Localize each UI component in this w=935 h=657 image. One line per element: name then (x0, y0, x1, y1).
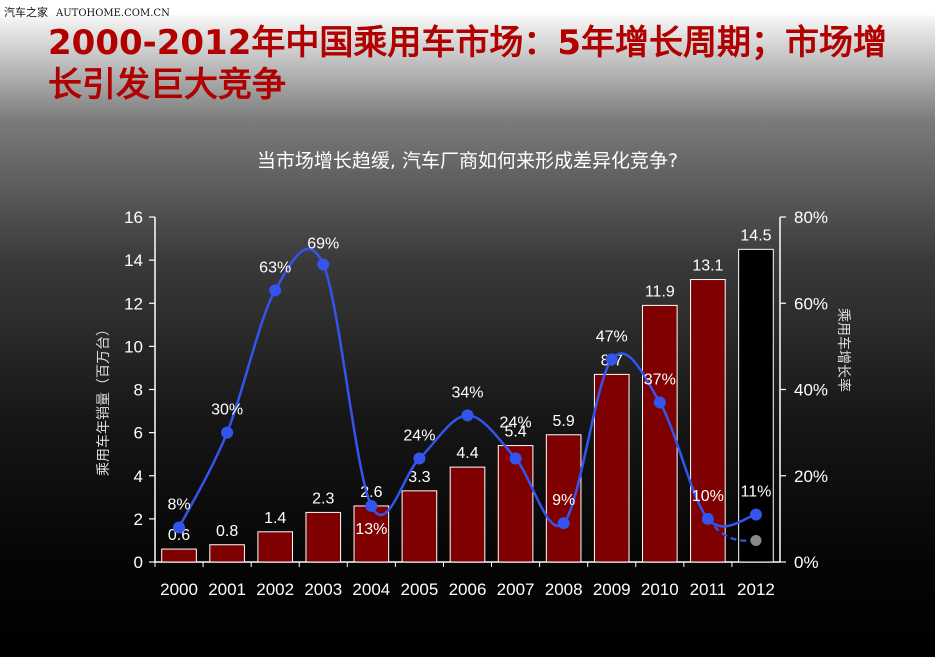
y-tick-label: 6 (134, 424, 143, 443)
growth-point (653, 396, 666, 409)
bar (305, 511, 342, 563)
x-tick-label: 2002 (256, 580, 294, 599)
growth-point (269, 284, 282, 297)
y-tick-label: 2 (134, 510, 143, 529)
watermark: 汽车之家 AUTOHOME.COM.CN (4, 4, 170, 20)
growth-value-label: 8% (167, 497, 190, 514)
x-tick-label: 2010 (641, 580, 679, 599)
growth-forecast-point (750, 534, 762, 546)
y-axis-title: 乘用车年销量（百万台） (96, 322, 112, 476)
growth-point (221, 426, 234, 439)
growth-value-label: 10% (692, 488, 724, 505)
bar (161, 548, 197, 563)
bar-value-label: 0.8 (216, 523, 238, 540)
x-tick-label: 2009 (593, 580, 631, 599)
x-tick-label: 2012 (737, 580, 775, 599)
growth-value-label: 11% (741, 484, 772, 501)
watermark-site: AUTOHOME.COM.CN (56, 8, 170, 19)
y-tick-label: 8 (134, 381, 143, 400)
y-tick-label: 0 (134, 553, 143, 572)
y-tick-label: 12 (124, 294, 143, 313)
bar-value-label: 14.5 (740, 227, 771, 244)
x-tick-label: 2000 (160, 580, 198, 599)
growth-point (173, 521, 186, 534)
growth-value-label: 24% (403, 428, 435, 445)
x-tick-label: 2008 (545, 580, 583, 599)
y-tick-label: 4 (134, 467, 143, 486)
bar-value-label: 13.1 (692, 258, 723, 275)
y-tick-label: 16 (124, 208, 143, 227)
page-title: 2000-2012年中国乘用车市场：5年增长周期；市场增长引发巨大竞争 (48, 23, 888, 105)
bar-value-label: 1.4 (264, 510, 286, 527)
bar-value-label: 11.9 (645, 283, 675, 300)
x-tick-label: 2011 (690, 580, 727, 599)
growth-point (317, 258, 330, 271)
growth-point (413, 452, 426, 465)
growth-value-label: 37% (644, 371, 676, 388)
x-tick-label: 2007 (497, 580, 535, 599)
y2-tick-label: 60% (794, 294, 828, 313)
x-tick-label: 2001 (208, 580, 246, 599)
bar-value-label: 4.4 (456, 445, 478, 462)
growth-value-label: 24% (500, 415, 532, 432)
chart-title: 当市场增长趋缓, 汽车厂商如何来形成差异化竞争? (256, 150, 679, 172)
growth-value-label: 9% (552, 492, 575, 509)
bar (497, 445, 534, 563)
x-tick-label: 2005 (401, 580, 439, 599)
x-tick-label: 2004 (352, 580, 390, 599)
growth-value-label: 63% (259, 259, 291, 276)
bar (449, 466, 486, 563)
bar-value-label: 2.6 (360, 484, 382, 501)
y2-axis-title: 乘用车增长率 (835, 308, 851, 392)
y2-tick-label: 80% (794, 208, 828, 227)
bar-value-label: 0.6 (168, 527, 190, 544)
growth-point (365, 499, 378, 512)
growth-value-label: 69% (307, 235, 339, 252)
bar (642, 304, 678, 563)
watermark-brand: 汽车之家 (4, 6, 48, 19)
growth-value-label: 34% (451, 384, 483, 401)
growth-value-label: 13% (355, 521, 387, 538)
bar (209, 544, 245, 563)
y-tick-label: 10 (124, 337, 143, 356)
growth-point (461, 409, 474, 422)
growth-point (605, 353, 618, 366)
bar (593, 373, 630, 563)
growth-point (557, 517, 570, 530)
growth-value-label: 30% (211, 402, 243, 419)
bar-value-label: 5.9 (553, 413, 575, 430)
bar-value-label: 3.3 (408, 469, 430, 486)
y2-tick-label: 0% (794, 553, 819, 572)
growth-point (749, 508, 762, 521)
bar-value-label: 5.4 (504, 424, 526, 441)
bar-value-label: 2.3 (312, 490, 334, 507)
y-tick-label: 14 (124, 251, 143, 270)
y2-tick-label: 40% (794, 381, 828, 400)
x-tick-label: 2003 (304, 580, 342, 599)
growth-point (701, 512, 714, 525)
x-tick-label: 2006 (449, 580, 487, 599)
bar (257, 531, 293, 563)
growth-point (509, 452, 522, 465)
bar (401, 490, 438, 563)
growth-value-label: 47% (596, 328, 628, 345)
y2-tick-label: 20% (794, 467, 828, 486)
